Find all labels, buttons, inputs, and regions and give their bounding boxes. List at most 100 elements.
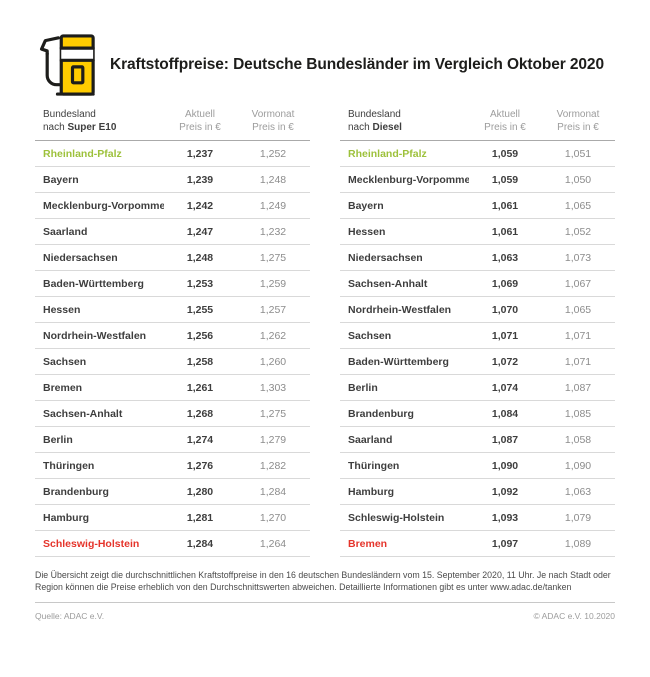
table-row: Baden-Württemberg 1,253 1,259 [35,271,310,297]
previous-price: 1,248 [259,173,287,186]
current-price: 1,061 [491,225,519,238]
table-row: Bayern 1,239 1,248 [35,167,310,193]
column-header-aktuell: Aktuell Preis in € [179,109,221,133]
state-name: Bayern [43,173,79,186]
masthead: Kraftstoffpreise: Deutsche Bundesländer … [35,31,615,99]
table-row: Nordrhein-Westfalen 1,256 1,262 [35,323,310,349]
previous-price: 1,067 [564,277,592,290]
table-row: Brandenburg 1,084 1,085 [340,401,615,427]
table-row: Niedersachsen 1,063 1,073 [340,245,615,271]
state-name: Nordrhein-Westfalen [43,329,147,342]
table-row: Mecklenburg-Vorpommern 1,059 1,050 [340,167,615,193]
fuel-pump-icon [39,34,95,96]
table-row: Berlin 1,274 1,279 [35,427,310,453]
table-row: Niedersachsen 1,248 1,275 [35,245,310,271]
previous-price: 1,073 [564,251,592,264]
column-header-vormonat: Vormonat Preis in € [556,109,600,133]
state-name: Brandenburg [43,485,109,498]
previous-price: 1,257 [259,303,287,316]
state-name: Bremen [348,537,388,550]
table-super-e10: Bundesland nach Super E10 Aktuell Preis … [35,108,310,557]
table-row: Bremen 1,097 1,089 [340,531,615,557]
table-row: Hamburg 1,281 1,270 [35,505,310,531]
table-row: Baden-Württemberg 1,072 1,071 [340,349,615,375]
current-price: 1,258 [186,355,214,368]
table-row: Nordrhein-Westfalen 1,070 1,065 [340,297,615,323]
table-header-super-e10: Bundesland nach Super E10 Aktuell Preis … [35,108,310,141]
previous-price: 1,058 [564,433,592,446]
previous-price: 1,063 [564,485,592,498]
table-row: Rheinland-Pfalz 1,059 1,051 [340,141,615,167]
current-price: 1,256 [186,329,214,342]
previous-price: 1,051 [564,147,592,160]
copyright-notice: © ADAC e.V. 10.2020 [533,611,615,621]
table-row: Sachsen 1,258 1,260 [35,349,310,375]
current-price: 1,072 [491,355,519,368]
current-price: 1,087 [491,433,519,446]
state-name: Berlin [348,381,378,394]
previous-price: 1,090 [564,459,592,472]
previous-price: 1,087 [564,381,592,394]
state-name: Mecklenburg-Vorpommern [43,199,164,212]
state-name: Hamburg [43,511,90,524]
state-name: Rheinland-Pfalz [348,147,427,160]
state-name: Hamburg [348,485,395,498]
state-name: Bremen [43,381,83,394]
table-row: Hamburg 1,092 1,063 [340,479,615,505]
current-price: 1,268 [186,407,214,420]
current-price: 1,092 [491,485,519,498]
footer-divider [35,602,615,603]
current-price: 1,059 [491,147,519,160]
infographic-page: Kraftstoffpreise: Deutsche Bundesländer … [0,31,650,677]
state-name: Sachsen-Anhalt [43,407,123,420]
previous-price: 1,275 [259,251,287,264]
state-name: Niedersachsen [43,251,118,264]
state-name: Baden-Württemberg [43,277,144,290]
current-price: 1,242 [186,199,214,212]
table-row: Mecklenburg-Vorpommern 1,242 1,249 [35,193,310,219]
tables-wrapper: Bundesland nach Super E10 Aktuell Preis … [35,108,615,557]
header-line1: Bundesland [43,109,96,120]
previous-price: 1,050 [564,173,592,186]
current-price: 1,069 [491,277,519,290]
state-name: Sachsen [348,329,392,342]
methodology-note: Die Übersicht zeigt die durchschnittlich… [35,570,611,592]
previous-price: 1,065 [564,199,592,212]
table-diesel: Bundesland nach Diesel Aktuell Preis in … [340,108,615,557]
state-name: Mecklenburg-Vorpommern [348,173,469,186]
previous-price: 1,232 [259,225,287,238]
table-row: Thüringen 1,090 1,090 [340,453,615,479]
previous-price: 1,089 [564,537,592,550]
table-row: Schleswig-Holstein 1,284 1,264 [35,531,310,557]
column-header-vormonat: Vormonat Preis in € [251,109,295,133]
current-price: 1,059 [491,173,519,186]
table-row: Brandenburg 1,280 1,284 [35,479,310,505]
current-price: 1,074 [491,381,519,394]
previous-price: 1,279 [259,433,287,446]
current-price: 1,093 [491,511,519,524]
column-header-bundesland: Bundesland nach Super E10 [35,108,164,134]
table-header-diesel: Bundesland nach Diesel Aktuell Preis in … [340,108,615,141]
previous-price: 1,264 [259,537,287,550]
table-row: Saarland 1,087 1,058 [340,427,615,453]
state-name: Saarland [43,225,88,238]
current-price: 1,097 [491,537,519,550]
table-row: Rheinland-Pfalz 1,237 1,252 [35,141,310,167]
previous-price: 1,252 [259,147,287,160]
table-row: Saarland 1,247 1,232 [35,219,310,245]
current-price: 1,248 [186,251,214,264]
previous-price: 1,085 [564,407,592,420]
current-price: 1,084 [491,407,519,420]
state-name: Brandenburg [348,407,414,420]
current-price: 1,061 [491,199,519,212]
current-price: 1,070 [491,303,519,316]
current-price: 1,239 [186,173,214,186]
previous-price: 1,052 [564,225,592,238]
current-price: 1,284 [186,537,214,550]
column-header-aktuell: Aktuell Preis in € [484,109,526,133]
current-price: 1,237 [186,147,214,160]
previous-price: 1,249 [259,199,287,212]
state-name: Thüringen [43,459,95,472]
state-name: Sachsen [43,355,87,368]
previous-price: 1,282 [259,459,287,472]
